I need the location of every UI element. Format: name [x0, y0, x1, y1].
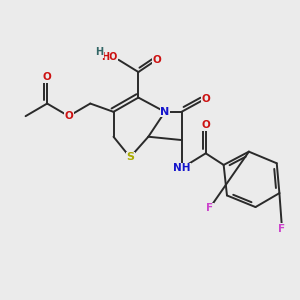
Text: H: H	[95, 47, 103, 57]
Text: O: O	[43, 72, 52, 82]
Text: O: O	[64, 111, 73, 121]
Text: O: O	[201, 120, 210, 130]
Text: O: O	[201, 94, 210, 103]
Text: NH: NH	[173, 163, 190, 173]
Text: S: S	[126, 152, 134, 162]
Text: O: O	[152, 55, 161, 65]
Text: F: F	[206, 203, 213, 213]
Text: HO: HO	[101, 52, 118, 62]
Text: N: N	[160, 107, 170, 117]
Text: F: F	[278, 224, 286, 234]
